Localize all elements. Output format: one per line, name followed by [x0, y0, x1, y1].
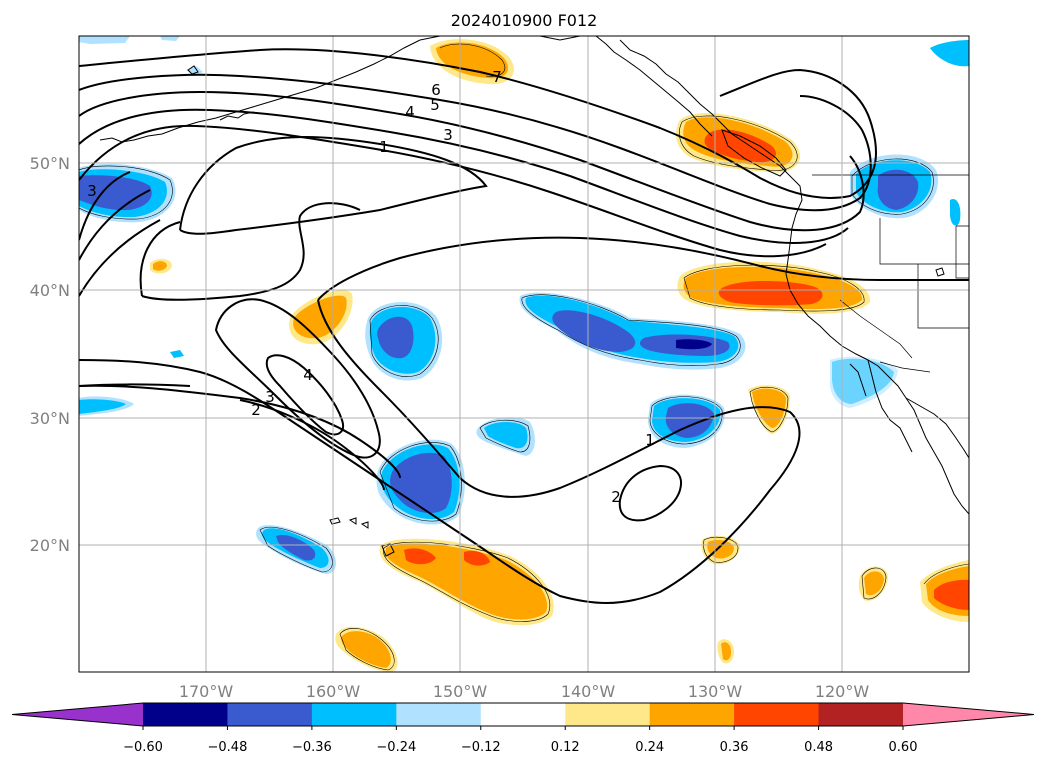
contour-label-3-west: 3 — [87, 182, 97, 200]
anomaly-blue-central-5 — [376, 439, 465, 525]
map-title: 2024010900 F012 — [451, 11, 598, 30]
colorbar-segment — [311, 703, 397, 726]
anomaly-blue-topcenter — [160, 36, 180, 41]
contour-label-3-south: 3 — [265, 388, 275, 406]
colorbar-segment — [227, 703, 313, 726]
colorbar-extend-low — [12, 703, 143, 726]
anomaly-orange-top — [430, 39, 515, 85]
anomaly-blue-central-4 — [476, 417, 535, 456]
colorbar-extend-high — [903, 703, 1034, 726]
contour-label-5: 5 — [430, 96, 440, 114]
anomaly-blue-east-edge — [950, 198, 961, 226]
anomaly-blue-topleft — [79, 36, 130, 44]
contour-label-1: 1 — [379, 138, 389, 156]
map-frame — [78, 35, 970, 673]
contour-label-7: 7 — [492, 68, 502, 86]
anomaly-orange-south — [379, 538, 554, 626]
anomaly-red-southeast — [920, 560, 969, 622]
latitude-labels: 50°N 40°N 30°N 20°N — [30, 154, 70, 555]
colorbar-segment — [396, 703, 482, 726]
anomaly-orange-small-1 — [150, 258, 172, 274]
colorbar-tick-label: 0.36 — [720, 740, 749, 755]
anomaly-blue-east — [850, 154, 939, 219]
colorbar-tick-label: −0.36 — [292, 740, 332, 755]
lat-label-40n: 40°N — [30, 281, 70, 300]
coastlines — [99, 36, 969, 557]
contour-label-2-loop: 2 — [611, 488, 621, 506]
anomaly-blue-topright — [930, 40, 969, 67]
lon-label-170w: 170°W — [179, 682, 234, 701]
lon-label-160w: 160°W — [306, 682, 361, 701]
lat-label-30n: 30°N — [30, 409, 70, 428]
anomaly-blue-west — [79, 163, 176, 223]
anomaly-blue-central-1 — [365, 301, 443, 381]
colorbar-tick-label: −0.48 — [208, 740, 248, 755]
longitude-labels: 170°W 160°W 150°W 140°W 130°W 120°W — [179, 682, 870, 701]
gridlines — [79, 36, 969, 672]
colorbar-segment — [649, 703, 735, 726]
contour-label-1-south: 1 — [645, 431, 655, 449]
anomaly-red-california — [677, 261, 871, 314]
lon-label-140w: 140°W — [561, 682, 616, 701]
contours — [79, 48, 969, 604]
contour-label-4-south: 4 — [303, 366, 313, 384]
colorbar-tick-label: −0.24 — [376, 740, 416, 755]
lat-label-20n: 20°N — [30, 536, 70, 555]
colorbar-tick-label: −0.12 — [461, 740, 501, 755]
anomaly-blue-small-2 — [170, 350, 184, 358]
anomaly-blue-central-2 — [519, 292, 746, 370]
colorbar-segment — [565, 703, 651, 726]
borders — [812, 174, 969, 373]
lon-label-130w: 130°W — [688, 682, 743, 701]
colorbar-segment — [143, 703, 228, 726]
anomaly-orange-southwest — [335, 626, 398, 672]
anomaly-blue-small-west-30n — [79, 396, 134, 416]
colorbar-tick-label: 0.12 — [551, 740, 580, 755]
lon-label-120w: 120°W — [815, 682, 870, 701]
colorbar: −0.60 −0.48 −0.36 −0.24 −0.12 0.12 0.24 0.36 0.4… — [11, 702, 1035, 755]
contour-labels: 7 6 5 4 3 1 4 3 2 1 2 3 — [87, 68, 655, 506]
map-content: 7 6 5 4 3 1 4 3 2 1 2 3 — [79, 36, 969, 672]
colorbar-segment — [818, 703, 904, 726]
lat-label-50n: 50°N — [30, 154, 70, 173]
colorbar-tick-label: 0.60 — [889, 740, 918, 755]
anomaly-orange-small-3 — [717, 639, 734, 664]
anomaly-blue-hawaii-west — [256, 525, 337, 574]
contour-label-6: 6 — [431, 81, 441, 99]
contour-label-3: 3 — [443, 126, 453, 144]
colorbar-segment — [734, 703, 820, 726]
lon-label-150w: 150°W — [433, 682, 488, 701]
anomaly-blue-central-3 — [648, 394, 725, 448]
colorbar-tick-label: −0.60 — [123, 740, 163, 755]
colorbar-tick-label: 0.24 — [635, 740, 664, 755]
colorbar-tick-label: 0.48 — [804, 740, 833, 755]
anomaly-red-northeast — [676, 113, 801, 173]
contour-label-2-south: 2 — [251, 401, 261, 419]
contour-label-4: 4 — [405, 103, 415, 121]
colorbar-segment — [480, 703, 566, 726]
